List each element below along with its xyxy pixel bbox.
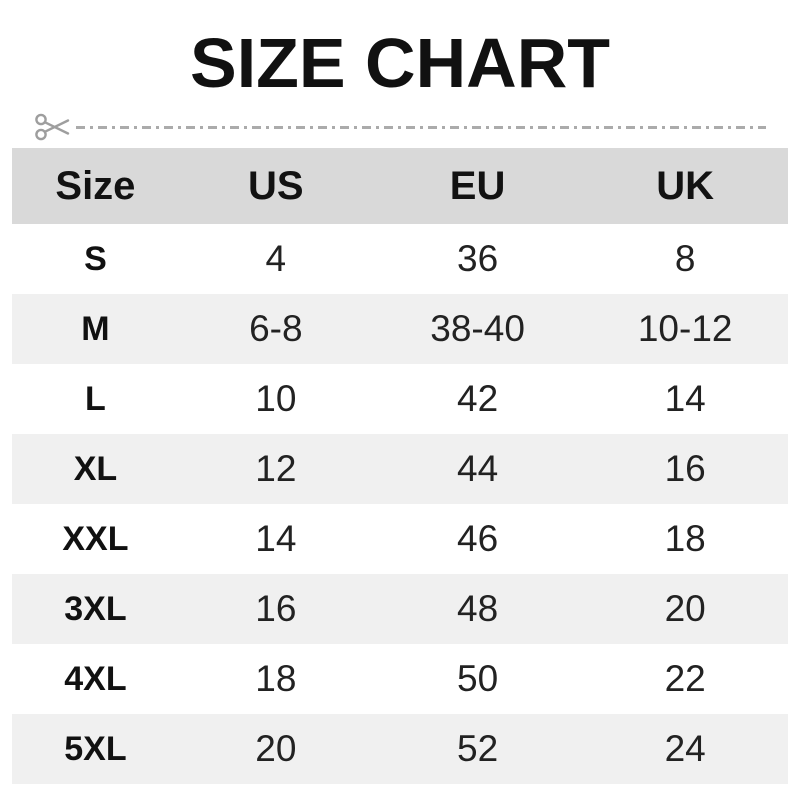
us-cell: 14 bbox=[255, 518, 297, 559]
column-header-uk: UK bbox=[582, 148, 788, 224]
us-cell: 20 bbox=[255, 728, 297, 769]
table-row-l: L 10 42 14 bbox=[12, 364, 788, 434]
table-row-xl: XL 12 44 16 bbox=[12, 434, 788, 504]
eu-cell: 38-40 bbox=[430, 308, 525, 349]
column-header-eu: EU bbox=[372, 148, 583, 224]
eu-cell: 44 bbox=[457, 448, 499, 489]
cut-line bbox=[34, 108, 766, 146]
cut-dash-line bbox=[76, 125, 766, 129]
eu-cell: 42 bbox=[457, 378, 499, 419]
us-cell: 4 bbox=[265, 238, 287, 279]
eu-cell: 48 bbox=[457, 588, 499, 629]
table-row-m: M 6-8 38-40 10-12 bbox=[12, 294, 788, 364]
eu-cell: 50 bbox=[457, 658, 499, 699]
table-row-s: S 4 36 8 bbox=[12, 224, 788, 294]
column-header-us: US bbox=[178, 148, 373, 224]
uk-cell: 20 bbox=[664, 588, 706, 629]
table-row-xxl: XXL 14 46 18 bbox=[12, 504, 788, 574]
eu-cell: 52 bbox=[457, 728, 499, 769]
uk-cell: 14 bbox=[664, 378, 706, 419]
size-cell: 5XL bbox=[64, 729, 127, 768]
size-cell: 3XL bbox=[64, 589, 127, 628]
size-cell: M bbox=[81, 309, 110, 348]
table-row-5xl: 5XL 20 52 24 bbox=[12, 714, 788, 784]
us-cell: 16 bbox=[255, 588, 297, 629]
size-cell: L bbox=[85, 379, 106, 418]
size-table: Size US EU UK S 4 36 8 M 6-8 38-40 10-12… bbox=[12, 148, 788, 784]
eu-cell: 36 bbox=[457, 238, 499, 279]
eu-cell: 46 bbox=[457, 518, 499, 559]
scissors-icon bbox=[35, 113, 70, 141]
uk-cell: 18 bbox=[664, 518, 706, 559]
us-cell: 18 bbox=[255, 658, 297, 699]
table-header-row: Size US EU UK bbox=[12, 148, 788, 224]
page-title: SIZE CHART bbox=[190, 24, 610, 102]
size-cell: 4XL bbox=[64, 659, 127, 698]
us-cell: 6-8 bbox=[249, 308, 303, 349]
size-cell: XXL bbox=[62, 519, 129, 558]
column-header-size: Size bbox=[12, 148, 179, 224]
size-cell: XL bbox=[73, 449, 118, 488]
uk-cell: 16 bbox=[664, 448, 706, 489]
uk-cell: 22 bbox=[664, 658, 706, 699]
table-row-3xl: 3XL 16 48 20 bbox=[12, 574, 788, 644]
size-chart-page: SIZE CHART Size US EU UK bbox=[0, 28, 800, 800]
uk-cell: 8 bbox=[674, 238, 696, 279]
table-row-4xl: 4XL 18 50 22 bbox=[12, 644, 788, 714]
us-cell: 10 bbox=[255, 378, 297, 419]
uk-cell: 24 bbox=[664, 728, 706, 769]
size-cell: S bbox=[84, 239, 107, 278]
us-cell: 12 bbox=[255, 448, 297, 489]
uk-cell: 10-12 bbox=[637, 308, 733, 349]
